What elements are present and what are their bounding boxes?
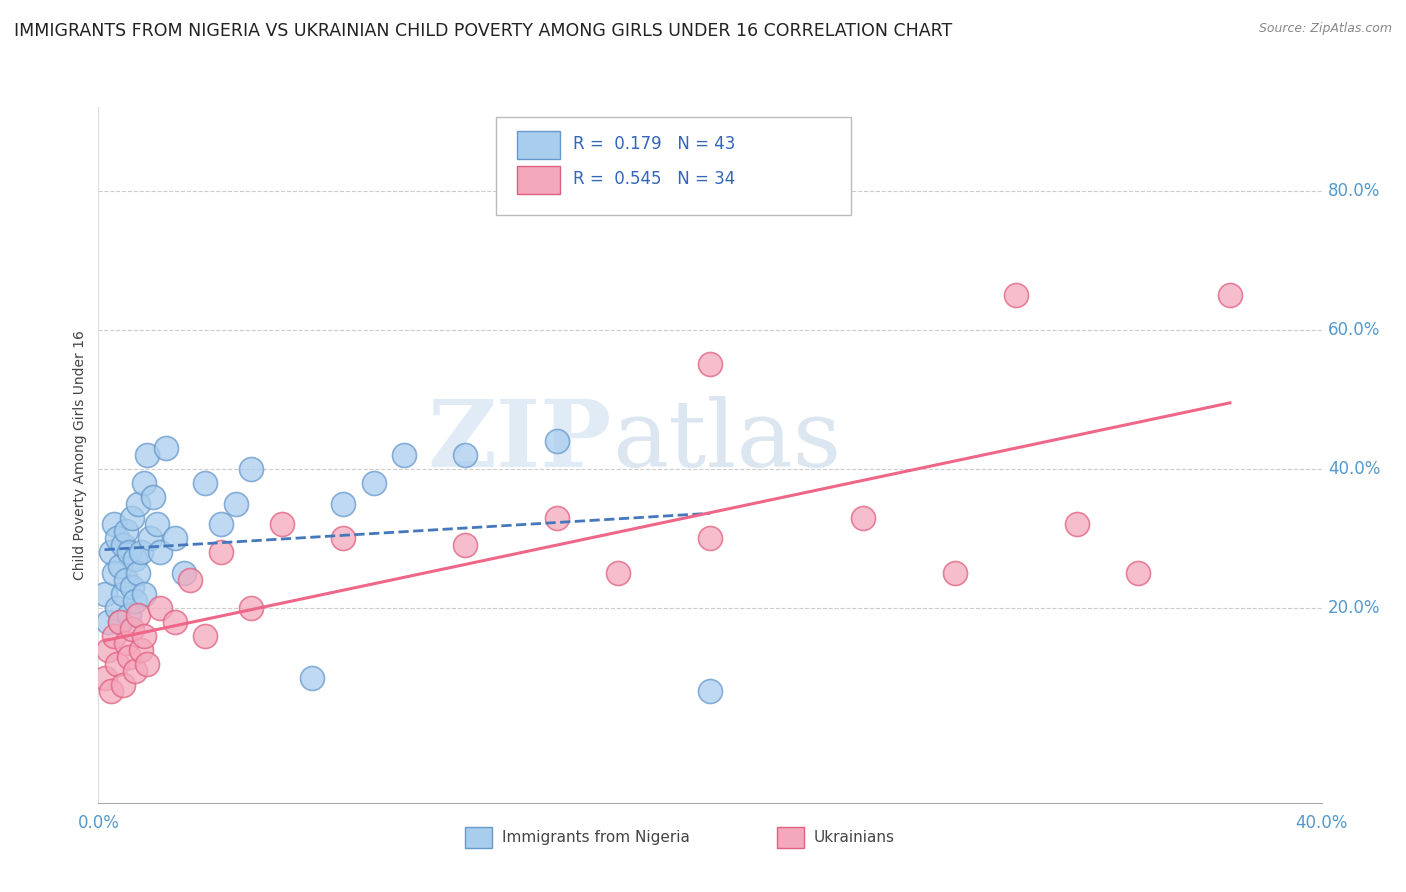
Point [225, 497, 247, 511]
Bar [465, 827, 492, 848]
Point [103, 517, 125, 532]
Point [121, 580, 143, 594]
Bar [778, 827, 804, 848]
Point [163, 615, 186, 629]
Point [103, 629, 125, 643]
Point [124, 664, 146, 678]
Point [129, 545, 152, 559]
Point [121, 622, 143, 636]
Point [1128, 566, 1150, 581]
Bar [517, 166, 560, 194]
Point [852, 510, 875, 524]
Point [129, 642, 152, 657]
Point [108, 559, 131, 574]
Point [194, 475, 217, 490]
Point [105, 601, 128, 615]
Point [240, 601, 263, 615]
Point [108, 615, 131, 629]
Point [209, 517, 232, 532]
Text: atlas: atlas [612, 396, 841, 486]
Point [136, 657, 159, 671]
Text: Immigrants from Nigeria: Immigrants from Nigeria [502, 830, 690, 845]
Point [105, 657, 128, 671]
Text: R =  0.179   N = 43: R = 0.179 N = 43 [574, 135, 735, 153]
Point [943, 566, 966, 581]
Point [127, 497, 149, 511]
Point [134, 587, 156, 601]
Text: Ukrainians: Ukrainians [814, 830, 896, 845]
Point [136, 448, 159, 462]
Point [149, 545, 172, 559]
Point [134, 475, 156, 490]
Point [209, 545, 232, 559]
Point [105, 532, 128, 546]
Point [270, 517, 292, 532]
Point [163, 532, 186, 546]
Text: R =  0.545   N = 34: R = 0.545 N = 34 [574, 169, 735, 187]
Point [142, 490, 165, 504]
Bar [517, 131, 560, 159]
Point [546, 434, 568, 448]
Point [124, 594, 146, 608]
Point [118, 545, 141, 559]
Point [1219, 288, 1241, 302]
Point [103, 566, 125, 581]
Point [332, 497, 354, 511]
Point [127, 607, 149, 622]
Point [100, 545, 122, 559]
Point [332, 532, 354, 546]
Point [93, 587, 115, 601]
Point [124, 552, 146, 566]
Point [97, 642, 120, 657]
Text: 80.0%: 80.0% [1327, 182, 1381, 200]
Point [115, 573, 138, 587]
Text: 20.0%: 20.0% [1327, 599, 1381, 617]
Text: IMMIGRANTS FROM NIGERIA VS UKRAINIAN CHILD POVERTY AMONG GIRLS UNDER 16 CORRELAT: IMMIGRANTS FROM NIGERIA VS UKRAINIAN CHI… [14, 22, 952, 40]
Point [145, 517, 167, 532]
Point [111, 677, 134, 691]
Point [363, 475, 385, 490]
Point [194, 629, 217, 643]
Point [454, 538, 477, 552]
Point [108, 615, 131, 629]
Point [134, 629, 156, 643]
Point [111, 538, 134, 552]
Point [173, 566, 195, 581]
Point [546, 510, 568, 524]
Point [139, 532, 162, 546]
Point [179, 573, 201, 587]
Point [115, 524, 138, 539]
Point [115, 636, 138, 650]
Point [1066, 517, 1088, 532]
Point [607, 566, 630, 581]
Point [699, 532, 721, 546]
Point [111, 587, 134, 601]
Point [118, 649, 141, 664]
Text: 60.0%: 60.0% [1327, 321, 1381, 339]
FancyBboxPatch shape [496, 118, 851, 215]
Point [699, 684, 721, 698]
Y-axis label: Child Poverty Among Girls Under 16: Child Poverty Among Girls Under 16 [73, 330, 87, 580]
Point [392, 448, 416, 462]
Point [97, 615, 120, 629]
Point [100, 684, 122, 698]
Point [127, 566, 149, 581]
Point [699, 358, 721, 372]
Text: Source: ZipAtlas.com: Source: ZipAtlas.com [1258, 22, 1392, 36]
Point [1004, 288, 1026, 302]
Point [118, 607, 141, 622]
Text: 40.0%: 40.0% [1327, 460, 1381, 478]
Point [301, 671, 323, 685]
Point [240, 462, 263, 476]
Point [149, 601, 172, 615]
Point [155, 441, 177, 455]
Point [93, 671, 115, 685]
Text: ZIP: ZIP [427, 396, 612, 486]
Point [454, 448, 477, 462]
Point [121, 510, 143, 524]
